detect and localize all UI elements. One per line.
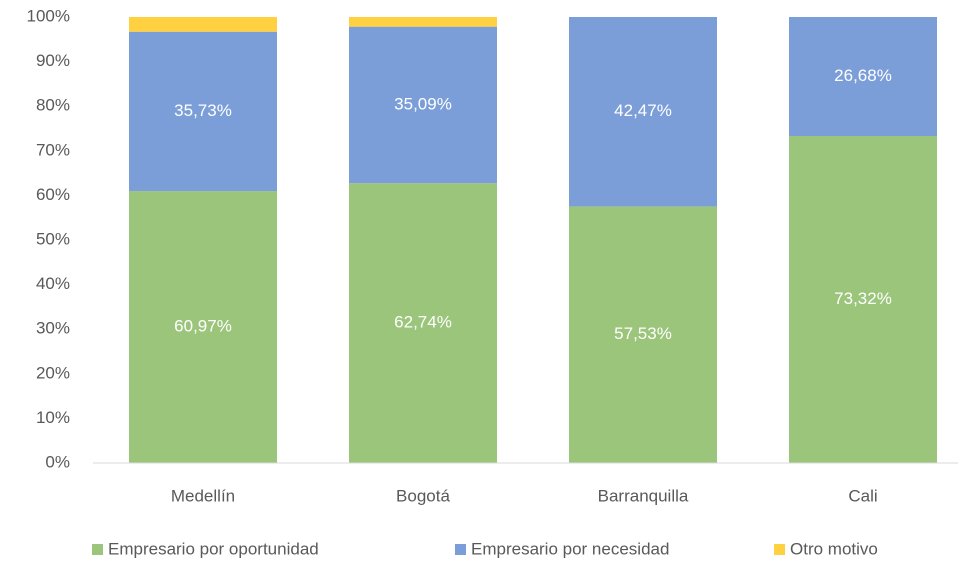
legend-label: Otro motivo [790,539,878,558]
y-tick-label: 40% [36,274,70,293]
y-tick-label: 30% [36,319,70,338]
legend-label: Empresario por oportunidad [108,539,319,558]
y-tick-label: 50% [36,229,70,248]
y-tick-label: 70% [36,140,70,159]
x-tick-label: Medellín [171,486,235,505]
y-tick-label: 20% [36,363,70,382]
value-label: 35,09% [394,94,452,113]
legend-swatch [455,544,466,555]
value-label: 42,47% [614,101,672,120]
value-label: 60,97% [174,317,232,336]
bar-segment [789,135,937,463]
y-tick-label: 100% [27,6,70,25]
value-label: 62,74% [394,313,452,332]
value-label: 26,68% [834,66,892,85]
value-label: 73,32% [834,289,892,308]
legend-swatch [774,544,785,555]
y-tick-label: 0% [45,452,70,471]
y-tick-label: 80% [36,96,70,115]
legend-swatch [92,544,103,555]
legend-label: Empresario por necesidad [471,539,669,558]
bar-segment [129,191,277,464]
x-tick-label: Cali [848,486,877,505]
x-tick-label: Barranquilla [598,486,689,505]
y-tick-label: 10% [36,408,70,427]
y-tick-label: 90% [36,51,70,70]
value-label: 35,73% [174,101,232,120]
y-tick-label: 60% [36,185,70,204]
bar-segment [349,26,497,184]
bar-segment [129,17,277,32]
x-tick-label: Bogotá [396,486,450,505]
value-label: 57,53% [614,324,672,343]
bar-segment [129,31,277,192]
bar-segment [789,17,937,136]
bar-segment [569,17,717,207]
bar-segment [569,206,717,463]
bar-segment [349,183,497,463]
bar-segment [349,17,497,27]
